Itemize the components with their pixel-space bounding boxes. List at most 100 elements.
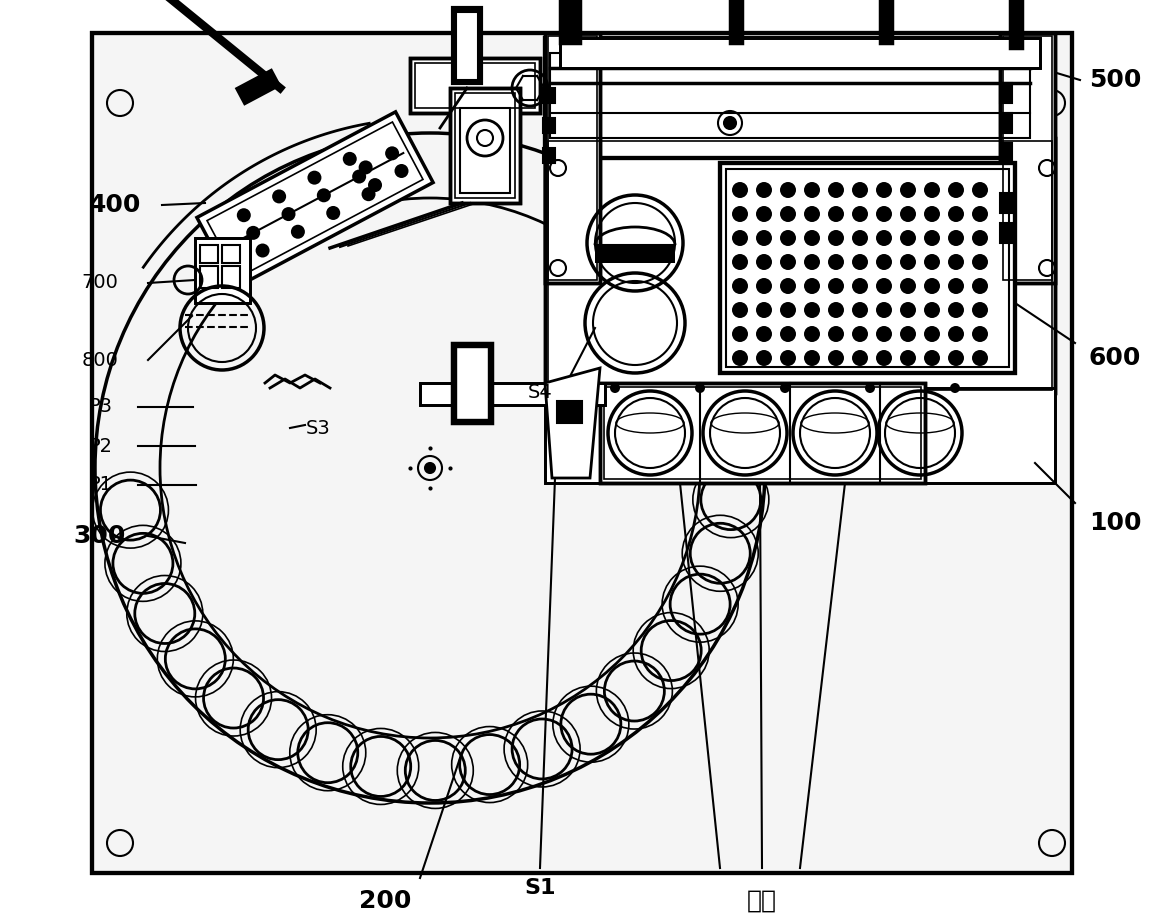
Bar — [1000, 83, 1012, 103]
Bar — [543, 148, 555, 163]
Text: 100: 100 — [1089, 511, 1142, 535]
Circle shape — [923, 350, 940, 366]
Text: S3: S3 — [305, 418, 330, 438]
Text: P3: P3 — [87, 398, 112, 416]
Circle shape — [732, 278, 749, 294]
Circle shape — [805, 326, 820, 342]
Circle shape — [385, 147, 399, 161]
Bar — [92, 33, 1072, 873]
Circle shape — [805, 206, 820, 222]
Circle shape — [852, 206, 868, 222]
Circle shape — [732, 302, 749, 318]
Circle shape — [732, 230, 749, 246]
Circle shape — [237, 209, 251, 222]
Bar — [420, 383, 605, 405]
Circle shape — [828, 278, 844, 294]
Circle shape — [317, 188, 331, 202]
Circle shape — [876, 206, 892, 222]
Bar — [545, 138, 1055, 393]
Bar — [545, 138, 1055, 393]
Circle shape — [756, 206, 772, 222]
Circle shape — [756, 230, 772, 246]
Circle shape — [948, 326, 964, 342]
Circle shape — [780, 254, 796, 270]
Circle shape — [255, 244, 269, 258]
Bar — [201, 266, 218, 288]
Circle shape — [876, 278, 892, 294]
Circle shape — [972, 302, 988, 318]
Bar — [222, 266, 240, 288]
Circle shape — [724, 117, 736, 129]
Circle shape — [828, 326, 844, 342]
Circle shape — [290, 224, 304, 239]
Circle shape — [272, 189, 286, 203]
Circle shape — [695, 383, 705, 393]
Text: S4: S4 — [528, 383, 553, 402]
Circle shape — [281, 207, 295, 222]
Bar — [456, 347, 489, 419]
Circle shape — [352, 170, 366, 184]
Bar — [410, 58, 540, 113]
Circle shape — [361, 187, 375, 201]
Circle shape — [900, 206, 916, 222]
Circle shape — [424, 463, 435, 473]
Circle shape — [805, 302, 820, 318]
Text: 800: 800 — [82, 351, 119, 369]
Bar — [456, 12, 478, 80]
Circle shape — [923, 278, 940, 294]
Circle shape — [780, 383, 791, 393]
Bar — [719, 163, 1014, 373]
Bar — [201, 245, 218, 263]
Bar — [550, 53, 1030, 138]
Bar — [1000, 193, 1012, 213]
Text: 200: 200 — [359, 889, 412, 913]
Bar — [1000, 143, 1012, 163]
Circle shape — [972, 206, 988, 222]
Circle shape — [610, 383, 620, 393]
Circle shape — [828, 302, 844, 318]
Circle shape — [756, 182, 772, 198]
Circle shape — [756, 350, 772, 366]
Text: 容器: 容器 — [747, 889, 777, 913]
Circle shape — [948, 206, 964, 222]
Circle shape — [852, 230, 868, 246]
Bar — [1000, 223, 1012, 243]
Circle shape — [900, 182, 916, 198]
Circle shape — [780, 326, 796, 342]
Bar — [545, 388, 1055, 483]
Circle shape — [246, 226, 260, 240]
Text: 300: 300 — [73, 524, 126, 548]
Circle shape — [900, 278, 916, 294]
Text: 600: 600 — [1089, 346, 1142, 370]
Circle shape — [828, 350, 844, 366]
Polygon shape — [545, 368, 600, 478]
Circle shape — [948, 350, 964, 366]
Text: P1: P1 — [87, 475, 112, 495]
Circle shape — [900, 230, 916, 246]
Circle shape — [732, 182, 749, 198]
Circle shape — [828, 254, 844, 270]
Circle shape — [805, 254, 820, 270]
Circle shape — [900, 302, 916, 318]
Circle shape — [732, 326, 749, 342]
Circle shape — [852, 350, 868, 366]
Bar — [545, 388, 1055, 483]
Bar — [604, 387, 921, 479]
Text: 500: 500 — [1089, 68, 1142, 92]
Bar — [719, 163, 1014, 373]
Bar — [545, 38, 1035, 158]
Circle shape — [876, 326, 892, 342]
Bar — [420, 383, 605, 405]
Bar — [600, 383, 925, 483]
Circle shape — [948, 254, 964, 270]
Circle shape — [852, 278, 868, 294]
Circle shape — [805, 350, 820, 366]
Bar — [545, 38, 1035, 158]
Bar — [726, 169, 1009, 367]
Bar — [548, 36, 597, 280]
Circle shape — [828, 230, 844, 246]
Circle shape — [852, 254, 868, 270]
Bar — [543, 118, 555, 133]
Circle shape — [972, 230, 988, 246]
Bar — [195, 238, 250, 303]
